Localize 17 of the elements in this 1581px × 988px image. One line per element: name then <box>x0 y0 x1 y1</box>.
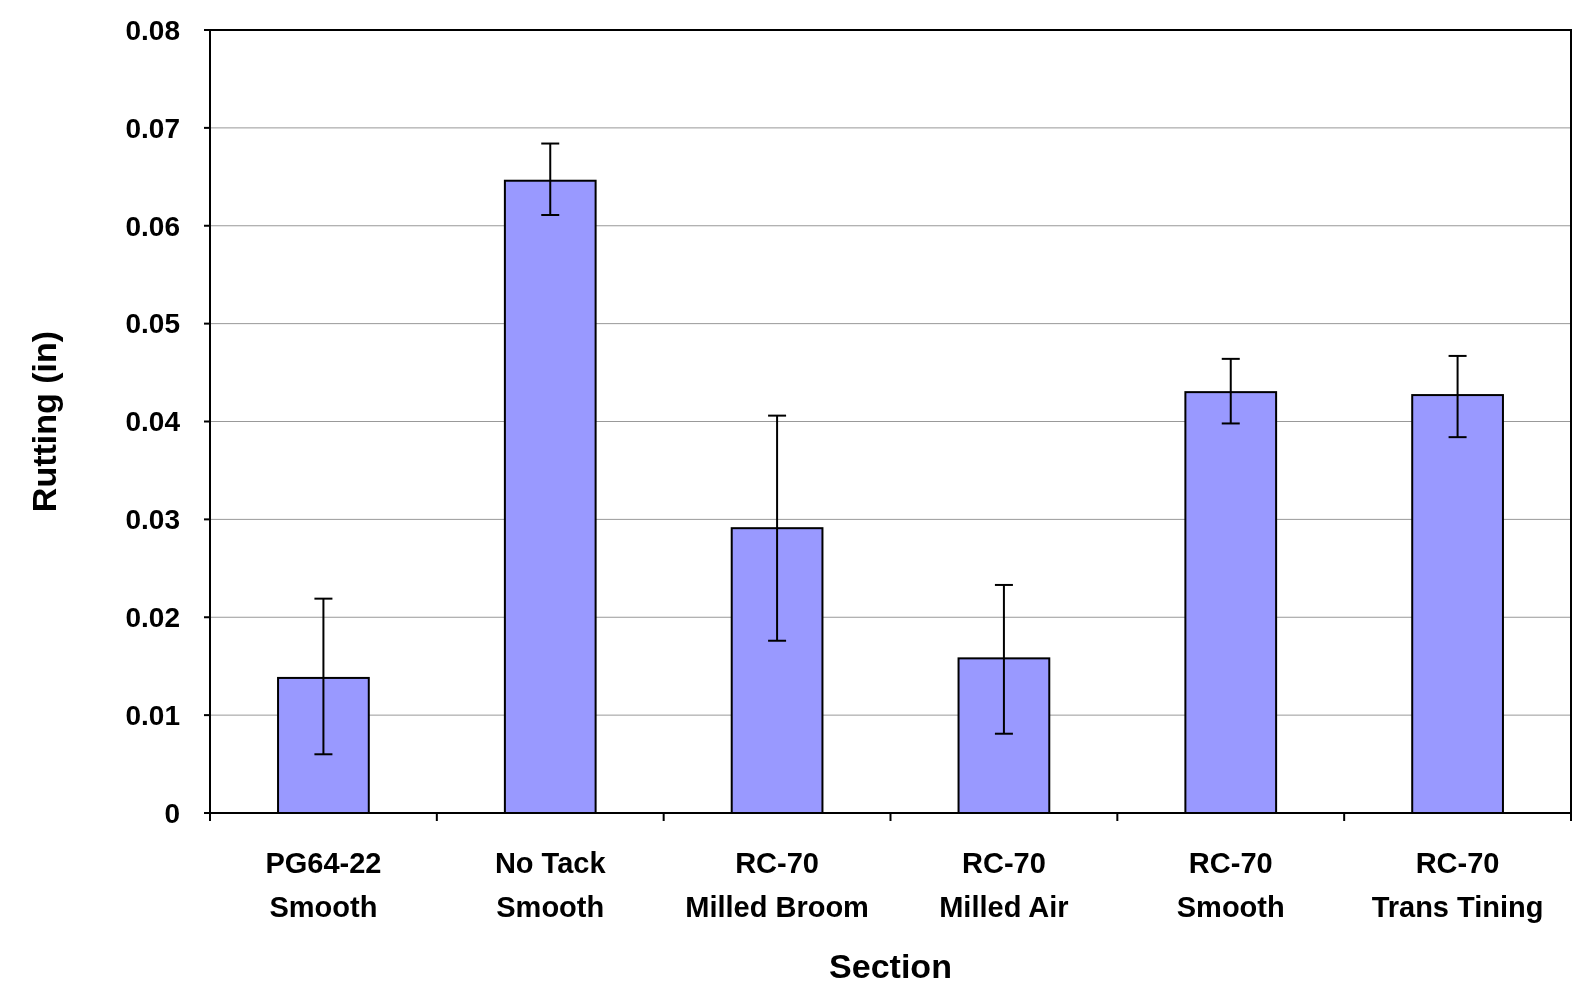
y-tick-label: 0.08 <box>125 14 180 46</box>
y-tick-label: 0.05 <box>125 308 180 340</box>
y-tick-label: 0.03 <box>125 504 180 536</box>
x-tick-label: PG64-22 Smooth <box>265 847 382 923</box>
x-tick-label: RC-70 Smooth <box>1176 847 1285 923</box>
y-tick-label: 0.02 <box>125 602 180 634</box>
y-axis-title: Rutting (in) <box>25 330 63 513</box>
y-tick-label: 0 <box>164 797 180 829</box>
y-tick-label: 0.01 <box>125 699 180 731</box>
x-tick-label: RC-70 Milled Broom <box>685 847 869 923</box>
y-tick-label: 0.07 <box>125 112 180 144</box>
y-tick-label: 0.06 <box>125 210 180 242</box>
x-tick-label: No Tack Smooth <box>494 847 607 923</box>
x-tick-label: RC-70 Trans Tining <box>1371 847 1544 923</box>
x-axis-title: Section <box>829 947 952 985</box>
y-tick-label: 0.04 <box>125 406 181 438</box>
x-tick-label: RC-70 Milled Air <box>939 847 1069 923</box>
